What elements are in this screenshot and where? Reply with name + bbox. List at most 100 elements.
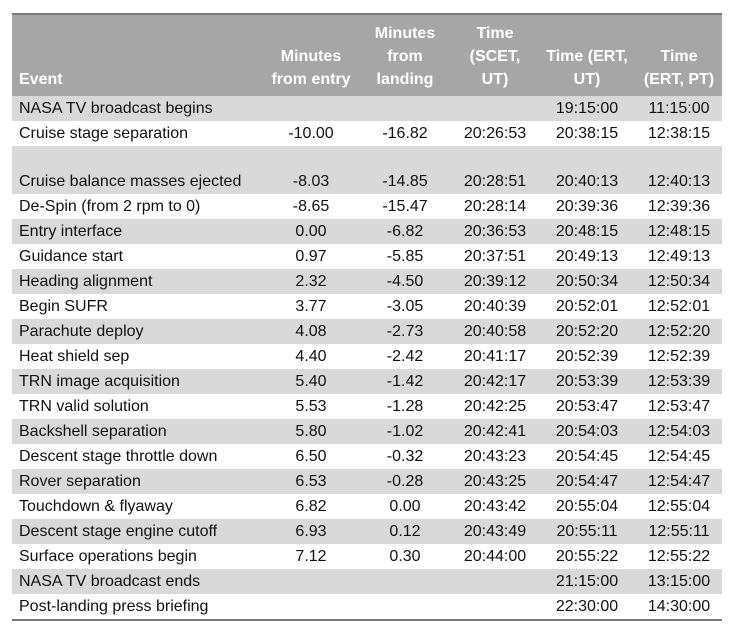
cell-time-ert-pt: 12:39:36 xyxy=(647,198,711,215)
table-body: NASA TV broadcast begins 19:15:00 11:15:00… xyxy=(12,96,722,621)
cell-event: NASA TV broadcast begins xyxy=(19,100,213,117)
cell-minutes-from-landing: -0.28 xyxy=(386,473,424,490)
cell-event: Cruise stage separation xyxy=(19,125,188,142)
header-event: Event xyxy=(12,13,264,96)
cell-time-scet xyxy=(452,594,538,621)
header-time-ert-ut: Time (ERT, UT) xyxy=(538,13,636,96)
cell-minutes-from-landing xyxy=(358,96,452,121)
cell-time-ert-pt: 12:48:15 xyxy=(647,223,711,240)
cell-minutes-from-entry: -8.65 xyxy=(292,198,330,215)
cell-time-ert-ut: 20:39:36 xyxy=(555,198,619,215)
cell-time-ert-pt: 12:52:20 xyxy=(647,323,711,340)
header-time-ert-pt: Time (ERT, PT) xyxy=(636,13,722,96)
cell-minutes-from-entry: 6.53 xyxy=(295,473,327,490)
cell-time-ert-pt: 12:49:13 xyxy=(647,248,711,265)
timeline-table: Event Minutes from entry Minutes from la… xyxy=(12,13,722,621)
table-row: Descent stage throttle down 6.50 -0.32 20:4… xyxy=(12,444,722,469)
cell-minutes-from-entry: 5.53 xyxy=(295,398,327,415)
cell-minutes-from-landing: -4.50 xyxy=(386,273,424,290)
cell-time-scet: 20:26:53 xyxy=(463,125,527,142)
cell-minutes-from-landing: -3.05 xyxy=(386,298,424,315)
cell-event: NASA TV broadcast ends xyxy=(19,573,201,590)
cell-time-scet: 20:40:58 xyxy=(463,323,527,340)
cell-event: Heat shield sep xyxy=(19,348,130,365)
cell-time-scet: 20:40:39 xyxy=(463,298,527,315)
cell-minutes-from-entry: 6.93 xyxy=(295,523,327,540)
cell-event: Post-landing press briefing xyxy=(12,594,264,621)
cell-minutes-from-landing: -1.02 xyxy=(386,423,424,440)
cell-minutes-from-entry: 2.32 xyxy=(295,273,327,290)
cell-minutes-from-landing: -15.47 xyxy=(382,198,428,215)
cell-time-ert-ut: 20:53:47 xyxy=(555,398,619,415)
cell-event: De-Spin (from 2 rpm to 0) xyxy=(19,198,201,215)
cell-minutes-from-landing: -14.85 xyxy=(382,173,428,190)
table-row: TRN image acquisition 5.40 -1.42 20:42:17 20… xyxy=(12,369,722,394)
cell-time-scet: 20:43:23 xyxy=(463,448,527,465)
cell-time-ert-pt: 12:55:04 xyxy=(647,498,711,515)
cell-minutes-from-entry: 0.97 xyxy=(295,248,327,265)
cell-time-scet xyxy=(452,569,538,594)
cell-time-ert-pt: 12:53:39 xyxy=(647,373,711,390)
cell-time-ert-pt: 12:54:03 xyxy=(647,423,711,440)
cell-time-ert-pt: 12:55:22 xyxy=(647,548,711,565)
cell-time-scet xyxy=(452,96,538,121)
table-row: Begin SUFR 3.77 -3.05 20:40:39 20:52:01 12:52… xyxy=(12,294,722,319)
table-row: Touchdown & flyaway 6.82 0.00 20:43:42 20:55… xyxy=(12,494,722,519)
cell-time-ert-pt: 12:54:47 xyxy=(647,473,711,490)
cell-time-scet: 20:44:00 xyxy=(463,548,527,565)
cell-time-ert-ut: 22:30:00 xyxy=(538,594,636,621)
header-time-scet: Time (SCET, UT) xyxy=(452,13,538,96)
table-row: Rover separation 6.53 -0.28 20:43:25 20:54:4… xyxy=(12,469,722,494)
cell-minutes-from-landing xyxy=(358,569,452,594)
cell-time-ert-ut: 20:48:15 xyxy=(555,223,619,240)
cell-minutes-from-landing: -5.85 xyxy=(386,248,424,265)
cell-event: TRN image acquisition xyxy=(19,373,180,390)
cell-time-ert-pt: 11:15:00 xyxy=(648,100,710,117)
cell-time-ert-pt: 12:50:34 xyxy=(647,273,711,290)
cell-minutes-from-entry: 3.77 xyxy=(295,298,327,315)
cell-minutes-from-landing: 0.00 xyxy=(389,498,421,515)
cell-event: Parachute deploy xyxy=(19,323,144,340)
cell-event: Descent stage engine cutoff xyxy=(19,523,218,540)
cell-minutes-from-landing: -1.42 xyxy=(386,373,424,390)
cell-time-ert-ut: 20:55:22 xyxy=(555,548,619,565)
cell-minutes-from-entry: 6.82 xyxy=(295,498,327,515)
cell-event: Entry interface xyxy=(19,223,123,240)
cell-event: Rover separation xyxy=(19,473,141,490)
cell-time-scet: 20:28:14 xyxy=(463,198,527,215)
table-row: Cruise stage separation -10.00 -16.82 20:26… xyxy=(12,121,722,146)
cell-event: Guidance start xyxy=(19,248,124,265)
table-row: Descent stage engine cutoff 6.93 0.12 20:43… xyxy=(12,519,722,544)
cell-time-scet: 20:42:25 xyxy=(463,398,527,415)
header-minutes-from-entry: Minutes from entry xyxy=(264,13,358,96)
table-row: Cruise balance masses ejected -8.03 -14.85… xyxy=(12,146,722,194)
cell-minutes-from-landing: -2.73 xyxy=(386,323,424,340)
cell-minutes-from-landing: -2.42 xyxy=(386,348,424,365)
cell-minutes-from-landing xyxy=(358,594,452,621)
cell-time-ert-pt: 12:52:39 xyxy=(647,348,711,365)
cell-minutes-from-entry: -10.00 xyxy=(288,125,334,142)
cell-event: Backshell separation xyxy=(19,423,167,440)
cell-time-ert-ut: 20:52:01 xyxy=(555,298,619,315)
cell-time-ert-pt: 12:40:13 xyxy=(647,173,711,190)
cell-minutes-from-landing: -6.82 xyxy=(386,223,424,240)
cell-time-scet: 20:42:17 xyxy=(463,373,527,390)
table-header-row: Event Minutes from entry Minutes from la… xyxy=(12,13,722,96)
cell-minutes-from-entry: 7.12 xyxy=(295,548,327,565)
cell-minutes-from-entry: 4.08 xyxy=(295,323,327,340)
cell-time-scet: 20:43:49 xyxy=(463,523,527,540)
cell-time-ert-ut: 20:38:15 xyxy=(555,125,619,142)
cell-minutes-from-entry: 4.40 xyxy=(295,348,327,365)
cell-event: Touchdown & flyaway xyxy=(19,498,173,515)
cell-time-scet: 20:42:41 xyxy=(463,423,527,440)
cell-time-ert-ut: 20:54:47 xyxy=(555,473,619,490)
cell-time-ert-pt: 13:15:00 xyxy=(647,573,711,590)
cell-time-ert-ut: 19:15:00 xyxy=(555,100,619,117)
cell-time-scet: 20:43:42 xyxy=(463,498,527,515)
cell-minutes-from-entry: 6.50 xyxy=(295,448,327,465)
cell-minutes-from-entry xyxy=(264,594,358,621)
table-row: Guidance start 0.97 -5.85 20:37:51 20:49:13 1… xyxy=(12,244,722,269)
table-row: Entry interface 0.00 -6.82 20:36:53 20:48:15… xyxy=(12,219,722,244)
cell-event: Surface operations begin xyxy=(19,548,197,565)
cell-time-ert-ut: 20:49:13 xyxy=(555,248,619,265)
